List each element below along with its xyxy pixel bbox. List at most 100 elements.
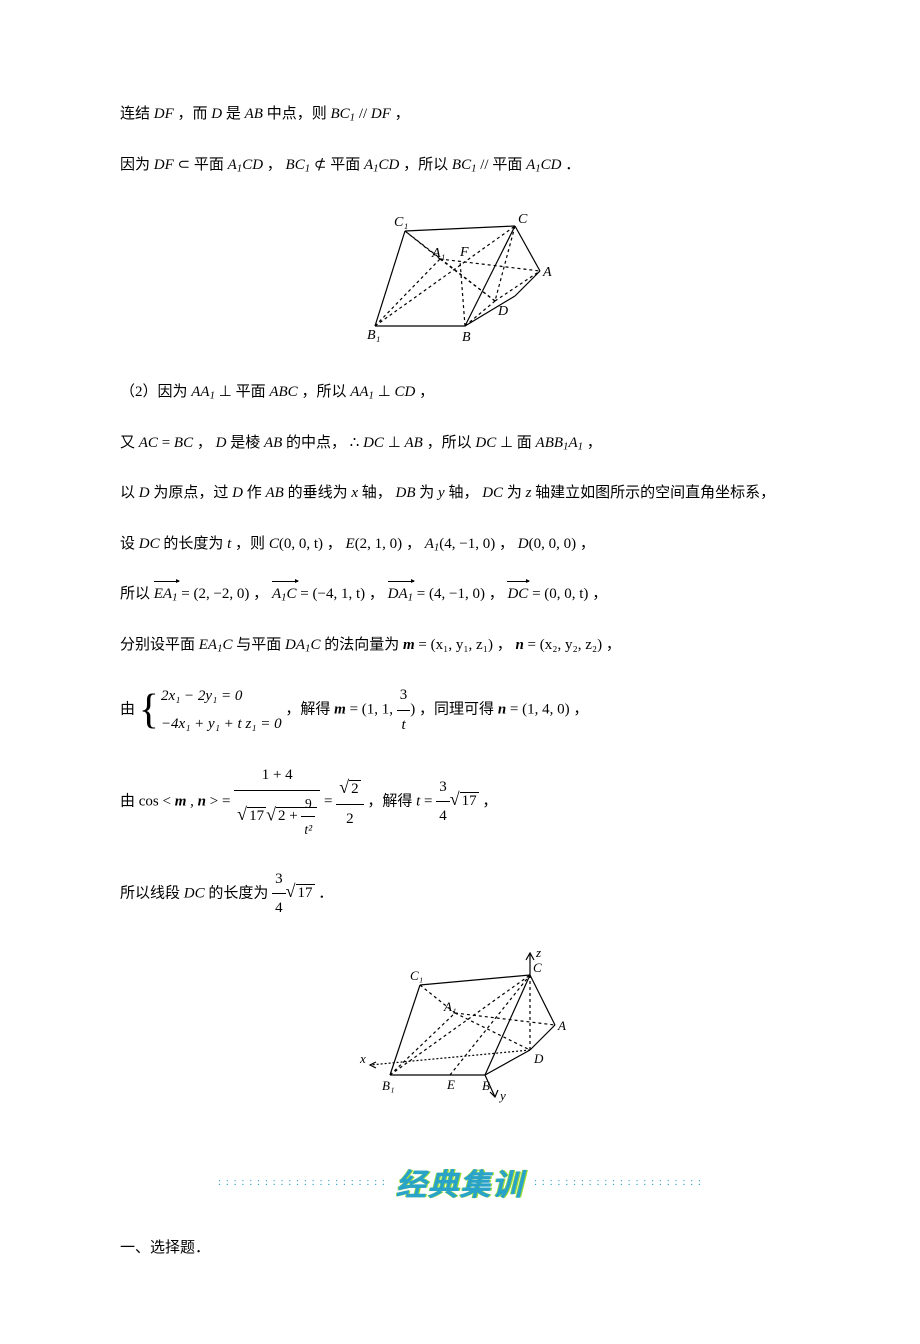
paragraph-3: （2）因为 AA1 ⊥ 平面 ABC ，所以 AA1 ⊥ CD ， — [120, 378, 800, 407]
text: ，所以 — [427, 435, 476, 451]
dots-decoration-icon: : : : : : : : : : : : : : : : : : : : : … — [534, 1176, 702, 1188]
text: ， — [497, 637, 516, 653]
var-abb1a1: ABB1A1 — [536, 435, 583, 451]
text: ， — [499, 536, 518, 552]
var-ab: AB — [245, 106, 263, 122]
text: 所以线段 — [120, 885, 184, 901]
text: ， — [482, 793, 497, 809]
comma: , — [190, 793, 198, 809]
coord: (4, −1, 0) — [439, 536, 495, 552]
text: 分别设平面 — [120, 637, 199, 653]
svg-text:D: D — [533, 1051, 544, 1066]
vec-ea1: EA1 — [154, 580, 178, 609]
vec-m: m — [334, 701, 346, 717]
var-x: x — [351, 485, 358, 501]
prism-axes-diagram-icon: B₁ B E D A C₁ C A₁ x y z — [340, 945, 580, 1105]
var-dc: DC — [482, 485, 503, 501]
svg-text:B: B — [482, 1078, 490, 1093]
var-y: y — [438, 485, 445, 501]
text: 因为 — [120, 157, 154, 173]
text: 的长度为 — [163, 536, 227, 552]
svg-text:C: C — [533, 960, 542, 975]
var-a1cd: A1CD — [228, 157, 263, 173]
var-aa1: AA1 — [191, 384, 215, 400]
text: 为原点，过 — [153, 485, 232, 501]
text: 作 — [247, 485, 266, 501]
section-banner: : : : : : : : : : : : : : : : : : : : : … — [120, 1160, 800, 1204]
parallel-symbol: // — [359, 106, 371, 122]
text: 又 — [120, 435, 139, 451]
eq-row-2: −4x₁ + y₁ + t z₁ = 0 — [161, 716, 282, 732]
svg-text:A: A — [557, 1018, 566, 1033]
text: 轴建立如图所示的空间直角坐标系， — [535, 485, 775, 501]
paragraph-10: 由 cos < m , n > = 1 + 4 √17√2 + 9t² = √2… — [120, 761, 800, 843]
text: 与平面 — [236, 637, 285, 653]
paragraph-9: 由 { 2x₁ − 2y₁ = 0 −4x₁ + y₁ + t z₁ = 0 ，… — [120, 681, 800, 739]
coord-close: ) — [410, 701, 415, 717]
var-t: t — [416, 793, 420, 809]
text: 是 — [226, 106, 245, 122]
svg-text:z: z — [535, 945, 541, 960]
figure-2: B₁ B E D A C₁ C A₁ x y z — [120, 945, 800, 1110]
var-df: DF — [371, 106, 391, 122]
banner-title: 经典集训 — [396, 1160, 524, 1204]
fraction: 3t — [397, 681, 411, 739]
vec-n: n — [498, 701, 506, 717]
sqrt: √17 — [450, 782, 479, 816]
eq-symbol: = — [324, 793, 336, 809]
text: 设 — [120, 536, 139, 552]
text: 以 — [120, 485, 139, 501]
fraction: 34 — [436, 773, 450, 831]
svg-text:F: F — [459, 245, 469, 260]
text: ， — [580, 536, 595, 552]
eq-symbol: = — [162, 435, 174, 451]
text: 为 — [507, 485, 526, 501]
text: ，解得 — [285, 701, 334, 717]
coord: = (2, −2, 0) — [178, 586, 250, 602]
svg-text:x: x — [359, 1051, 366, 1066]
paragraph-7: 所以 EA1 = (2, −2, 0) ， A1C = (−4, 1, t) ，… — [120, 580, 800, 609]
var-cd: CD — [395, 384, 416, 400]
prism-diagram-icon: B₁ B D A C₁ C A₁ F — [340, 201, 580, 351]
coord: (0, 0, t) — [279, 536, 323, 552]
text: ，同理可得 — [419, 701, 498, 717]
vec-da1: DA1 — [388, 580, 413, 609]
text: ． — [318, 885, 333, 901]
paragraph-4: 又 AC = BC ， D 是棱 AB 的中点， ∴ DC ⊥ AB ，所以 D… — [120, 429, 800, 458]
eq-symbol: = — [424, 793, 436, 809]
var-t: t — [227, 536, 231, 552]
var-ab: AB — [265, 485, 283, 501]
var-bc: BC — [174, 435, 193, 451]
parallel-symbol: // — [480, 157, 492, 173]
plane-ea1c: EA1C — [199, 637, 233, 653]
sqrt: √17 — [286, 874, 315, 908]
var-dc: DC — [139, 536, 160, 552]
text: 平面 — [492, 157, 526, 173]
pt-a1: A1 — [425, 536, 440, 552]
text: ，解得 — [367, 793, 416, 809]
figure-1: B₁ B D A C₁ C A₁ F — [120, 201, 800, 356]
text: ． — [565, 157, 580, 173]
var-bc1: BC1 — [330, 106, 355, 122]
coord: (2, 1, 0) — [355, 536, 403, 552]
text: 平面 — [236, 384, 270, 400]
pt-d: D — [518, 536, 529, 552]
text: 是棱 — [230, 435, 264, 451]
paragraph-11: 所以线段 DC 的长度为 34√17 ． — [120, 865, 800, 923]
svg-text:B₁: B₁ — [382, 1078, 394, 1093]
coord: = (x₁, y₁, z₁) — [415, 637, 493, 653]
svg-text:C₁: C₁ — [410, 968, 423, 983]
perp-symbol: ⊥ — [378, 384, 395, 400]
var-dc: DC — [184, 885, 205, 901]
paragraph-1: 连结 DF ，而 D 是 AB 中点，则 BC1 // DF ， — [120, 100, 800, 129]
var-ac: AC — [139, 435, 158, 451]
svg-text:A₁: A₁ — [443, 999, 456, 1014]
vec-m: m — [403, 637, 415, 653]
text: ， — [489, 586, 508, 602]
vec-m: m — [175, 793, 187, 809]
coord-open: = (1, 1, — [350, 701, 397, 717]
text: 的长度为 — [208, 885, 272, 901]
var-df: DF — [154, 106, 174, 122]
vec-n: n — [515, 637, 523, 653]
var-z: z — [526, 485, 532, 501]
